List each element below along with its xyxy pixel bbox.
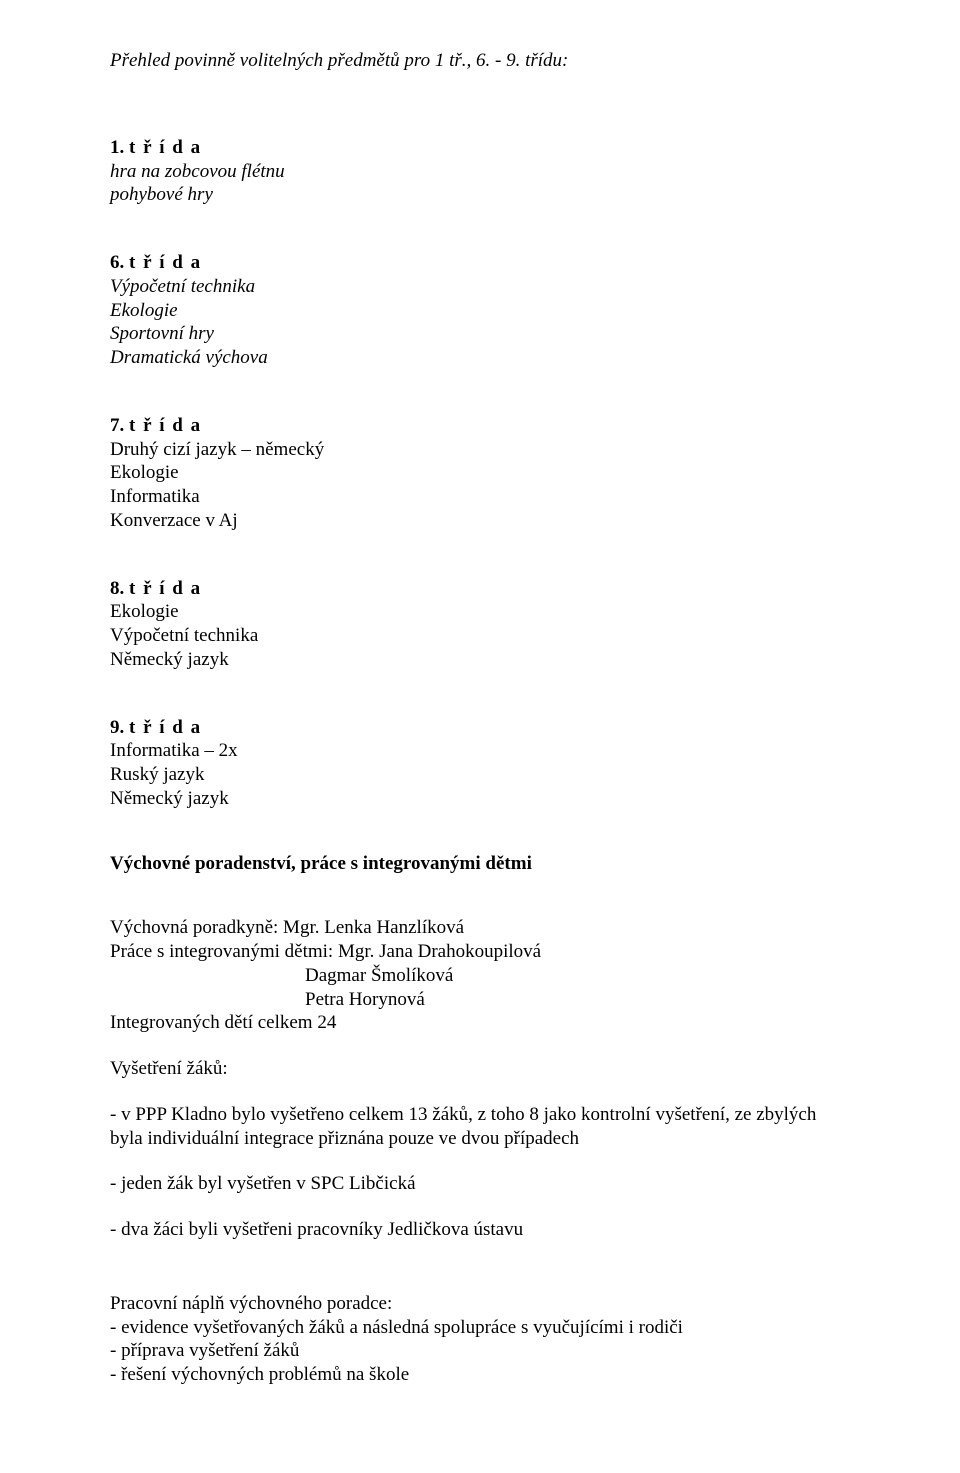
exam-bullet-3: - dva žáci byli vyšetřeni pracovníky Jed… [110, 1218, 850, 1242]
grade-item: hra na zobcovou flétnu [110, 160, 850, 184]
grade-item: Konverzace v Aj [110, 509, 850, 533]
grade-item: pohybové hry [110, 183, 850, 207]
grade-word: t ř í d a [129, 717, 201, 738]
exam-heading: Vyšetření žáků: [110, 1057, 850, 1081]
advisor-line: Výchovná poradkyně: Mgr. Lenka Hanzlíkov… [110, 916, 850, 940]
grade-item: Německý jazyk [110, 648, 850, 672]
grade-word: t ř í d a [129, 578, 201, 599]
grade-item: Ruský jazyk [110, 763, 850, 787]
grade-number: 9. [110, 717, 129, 738]
grade-heading: 8. t ř í d a [110, 577, 850, 601]
grade-item: Informatika [110, 485, 850, 509]
workload-item-3: - řešení výchovných problémů na škole [110, 1363, 850, 1387]
grade-item: Informatika – 2x [110, 739, 850, 763]
work-lead-line: Práce s integrovanými dětmi: Mgr. Jana D… [110, 940, 850, 964]
grade-item: Druhý cizí jazyk – německý [110, 438, 850, 462]
grade-heading: 6. t ř í d a [110, 251, 850, 275]
grade-heading: 7. t ř í d a [110, 414, 850, 438]
grade-number: 7. [110, 415, 129, 436]
grade-item: Ekologie [110, 299, 850, 323]
grade-word: t ř í d a [129, 252, 201, 273]
grade-item: Dramatická výchova [110, 346, 850, 370]
grade-item: Sportovní hry [110, 322, 850, 346]
grade-word: t ř í d a [129, 137, 201, 158]
grade-item: Výpočetní technika [110, 275, 850, 299]
grade-item: Výpočetní technika [110, 624, 850, 648]
grade-word: t ř í d a [129, 415, 201, 436]
exam-bullet-1: - v PPP Kladno bylo vyšetřeno celkem 13 … [110, 1103, 850, 1151]
grade-number: 1. [110, 137, 129, 158]
grade-item: Ekologie [110, 600, 850, 624]
document-title: Přehled povinně volitelných předmětů pro… [110, 49, 850, 73]
workload-item-1: - evidence vyšetřovaných žáků a následná… [110, 1316, 850, 1340]
work-sub-1: Dagmar Šmolíková [110, 964, 850, 988]
total-integrated-line: Integrovaných dětí celkem 24 [110, 1011, 850, 1035]
exam-bullet-2: - jeden žák byl vyšetřen v SPC Libčická [110, 1172, 850, 1196]
grade-item: Německý jazyk [110, 787, 850, 811]
work-sub-2: Petra Horynová [110, 988, 850, 1012]
grade-heading: 1. t ř í d a [110, 136, 850, 160]
workload-heading: Pracovní náplň výchovného poradce: [110, 1292, 850, 1316]
grade-heading: 9. t ř í d a [110, 716, 850, 740]
grade-number: 8. [110, 578, 129, 599]
counseling-heading: Výchovné poradenství, práce s integrovan… [110, 852, 850, 876]
grade-number: 6. [110, 252, 129, 273]
grade-item: Ekologie [110, 461, 850, 485]
workload-item-2: - příprava vyšetření žáků [110, 1339, 850, 1363]
